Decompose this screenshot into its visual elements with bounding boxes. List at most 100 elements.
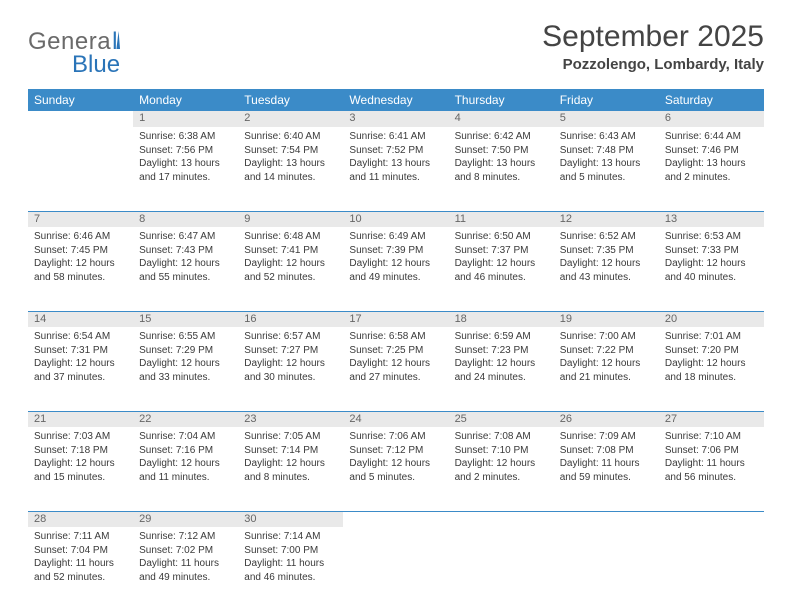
sunrise-line: Sunrise: 6:49 AM [349,231,425,242]
sunrise-line: Sunrise: 6:38 AM [139,131,215,142]
sunset-line: Sunset: 7:14 PM [244,445,318,456]
day-cell: Sunrise: 7:05 AMSunset: 7:14 PMDaylight:… [238,427,343,511]
sunset-line: Sunset: 7:56 PM [139,145,213,156]
day-cell [449,527,554,611]
daylight-line: Daylight: 12 hours and 49 minutes. [349,258,430,283]
day-cell: Sunrise: 6:41 AMSunset: 7:52 PMDaylight:… [343,127,448,211]
day-cell-body: Sunrise: 7:11 AMSunset: 7:04 PMDaylight:… [28,527,133,590]
calendar-head: SundayMondayTuesdayWednesdayThursdayFrid… [28,89,764,111]
daylight-line: Daylight: 12 hours and 18 minutes. [665,358,746,383]
daynum-cell: 14 [28,311,133,327]
day-cell: Sunrise: 7:10 AMSunset: 7:06 PMDaylight:… [659,427,764,511]
daylight-line: Daylight: 11 hours and 46 minutes. [244,558,324,583]
week-row: Sunrise: 7:03 AMSunset: 7:18 PMDaylight:… [28,427,764,511]
day-cell: Sunrise: 7:12 AMSunset: 7:02 PMDaylight:… [133,527,238,611]
daynum-cell: 10 [343,211,448,227]
daynum-cell: 19 [554,311,659,327]
daynum-cell: 27 [659,411,764,427]
sunrise-line: Sunrise: 7:01 AM [665,331,741,342]
sunset-line: Sunset: 7:06 PM [665,445,739,456]
sunrise-line: Sunrise: 7:00 AM [560,331,636,342]
sunset-line: Sunset: 7:10 PM [455,445,529,456]
day-cell-body: Sunrise: 6:46 AMSunset: 7:45 PMDaylight:… [28,227,133,290]
sunset-line: Sunset: 7:35 PM [560,245,634,256]
sunrise-line: Sunrise: 6:55 AM [139,331,215,342]
daynum-cell: 15 [133,311,238,327]
day-cell: Sunrise: 6:59 AMSunset: 7:23 PMDaylight:… [449,327,554,411]
day-cell: Sunrise: 6:47 AMSunset: 7:43 PMDaylight:… [133,227,238,311]
daynum-cell: 18 [449,311,554,327]
daylight-line: Daylight: 12 hours and 27 minutes. [349,358,430,383]
day-cell: Sunrise: 6:43 AMSunset: 7:48 PMDaylight:… [554,127,659,211]
daylight-line: Daylight: 12 hours and 11 minutes. [139,458,220,483]
sunset-line: Sunset: 7:18 PM [34,445,108,456]
daynum-row: 21222324252627 [28,411,764,427]
sunrise-line: Sunrise: 6:40 AM [244,131,320,142]
sunset-line: Sunset: 7:12 PM [349,445,423,456]
month-title: September 2025 [542,20,764,54]
daylight-line: Daylight: 11 hours and 52 minutes. [34,558,114,583]
brand-blue: Blue [72,51,120,79]
dow-row: SundayMondayTuesdayWednesdayThursdayFrid… [28,89,764,111]
daynum-row: 282930 [28,511,764,527]
day-cell-body: Sunrise: 6:47 AMSunset: 7:43 PMDaylight:… [133,227,238,290]
daynum-cell: 28 [28,511,133,527]
daynum-row: 14151617181920 [28,311,764,327]
sunset-line: Sunset: 7:00 PM [244,545,318,556]
sunset-line: Sunset: 7:29 PM [139,345,213,356]
day-cell-body: Sunrise: 6:57 AMSunset: 7:27 PMDaylight:… [238,327,343,390]
day-cell-body: Sunrise: 7:14 AMSunset: 7:00 PMDaylight:… [238,527,343,590]
day-cell-body: Sunrise: 6:43 AMSunset: 7:48 PMDaylight:… [554,127,659,190]
day-cell-body: Sunrise: 6:53 AMSunset: 7:33 PMDaylight:… [659,227,764,290]
sunset-line: Sunset: 7:25 PM [349,345,423,356]
daynum-cell: 8 [133,211,238,227]
daylight-line: Daylight: 12 hours and 24 minutes. [455,358,536,383]
sunrise-line: Sunrise: 6:53 AM [665,231,741,242]
sunrise-line: Sunrise: 6:46 AM [34,231,110,242]
daylight-line: Daylight: 12 hours and 58 minutes. [34,258,115,283]
sunset-line: Sunset: 7:27 PM [244,345,318,356]
day-cell: Sunrise: 7:14 AMSunset: 7:00 PMDaylight:… [238,527,343,611]
daynum-cell: 26 [554,411,659,427]
day-cell-body: Sunrise: 6:49 AMSunset: 7:39 PMDaylight:… [343,227,448,290]
daynum-cell: 11 [449,211,554,227]
day-cell: Sunrise: 7:09 AMSunset: 7:08 PMDaylight:… [554,427,659,511]
daynum-cell: 24 [343,411,448,427]
day-cell-body: Sunrise: 7:04 AMSunset: 7:16 PMDaylight:… [133,427,238,490]
daylight-line: Daylight: 12 hours and 21 minutes. [560,358,641,383]
daynum-cell: 13 [659,211,764,227]
daynum-cell [554,511,659,527]
day-cell-body: Sunrise: 7:01 AMSunset: 7:20 PMDaylight:… [659,327,764,390]
day-cell-body: Sunrise: 6:55 AMSunset: 7:29 PMDaylight:… [133,327,238,390]
daynum-cell: 9 [238,211,343,227]
day-cell-body: Sunrise: 7:12 AMSunset: 7:02 PMDaylight:… [133,527,238,590]
day-cell-body: Sunrise: 6:52 AM Sunset: 7:35 PM Daylight:… [554,227,659,290]
daylight-line: Daylight: 12 hours and 40 minutes. [665,258,746,283]
sunrise-line: Sunrise: 7:11 AM [34,531,109,542]
daylight-line: Daylight: 13 hours and 8 minutes. [455,158,536,183]
daylight-line: Daylight: 12 hours and 43 minutes. [560,258,641,283]
daynum-cell: 5 [554,111,659,127]
sunrise-line: Sunrise: 7:12 AM [139,531,215,542]
sunrise-line: Sunrise: 7:09 AM [560,431,636,442]
sunrise-line: Sunrise: 6:59 AM [455,331,531,342]
day-cell-body: Sunrise: 7:10 AMSunset: 7:06 PMDaylight:… [659,427,764,490]
sunrise-line: Sunrise: 6:48 AM [244,231,320,242]
sunrise-line: Sunrise: 6:58 AM [349,331,425,342]
day-cell: Sunrise: 6:46 AMSunset: 7:45 PMDaylight:… [28,227,133,311]
sunrise-line: Sunrise: 6:52 AM [560,231,636,242]
sunset-line: Sunset: 7:50 PM [455,145,529,156]
day-cell-body: Sunrise: 7:03 AMSunset: 7:18 PMDaylight:… [28,427,133,490]
day-cell: Sunrise: 6:49 AMSunset: 7:39 PMDaylight:… [343,227,448,311]
daynum-cell [343,511,448,527]
day-cell: Sunrise: 6:52 AM Sunset: 7:35 PM Daylight:… [554,227,659,311]
sunset-line: Sunset: 7:48 PM [560,145,634,156]
daynum-cell [659,511,764,527]
daylight-line: Daylight: 11 hours and 49 minutes. [139,558,219,583]
daynum-cell: 23 [238,411,343,427]
daylight-line: Daylight: 12 hours and 55 minutes. [139,258,220,283]
daylight-line: Daylight: 12 hours and 5 minutes. [349,458,430,483]
daylight-line: Daylight: 11 hours and 56 minutes. [665,458,745,483]
calendar-body: 123456Sunrise: 6:38 AMSunset: 7:56 PMDay… [28,111,764,611]
sunset-line: Sunset: 7:52 PM [349,145,423,156]
